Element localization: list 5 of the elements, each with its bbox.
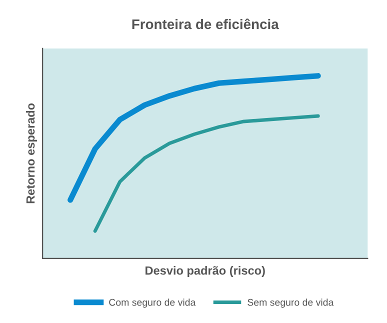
y-axis-title: Retorno esperado [26, 103, 38, 204]
legend-label: Sem seguro de vida [248, 298, 334, 308]
legend-label: Com seguro de vida [109, 298, 196, 308]
x-axis-title: Desvio padrão (risco) [146, 266, 265, 278]
chart-title: Fronteira de eficiência [132, 18, 279, 30]
